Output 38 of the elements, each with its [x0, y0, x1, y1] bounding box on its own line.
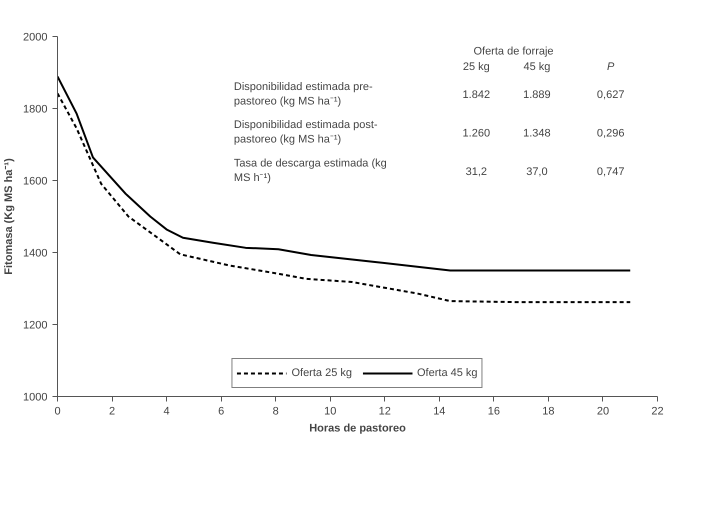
x-tick-label: 10	[324, 406, 336, 418]
x-tick-label: 14	[433, 406, 446, 418]
x-tick-label: 2	[108, 406, 116, 418]
x-axis-title: Horas de pastoreo	[309, 422, 406, 434]
x-tick-label: 6	[218, 406, 224, 418]
annotation: Oferta de forraje	[473, 46, 554, 58]
annotation: 0,627	[596, 89, 624, 102]
annotation: 1.842	[462, 89, 490, 102]
annotation: 1.348	[523, 127, 551, 140]
annotation: 1.889	[523, 89, 551, 102]
annotation: 0,747	[596, 166, 624, 178]
annotation: 45 kg	[523, 61, 550, 74]
x-tick-label: 22	[651, 406, 664, 418]
y-tick-label: 2000	[23, 32, 48, 44]
y-tick-label: 1200	[23, 320, 48, 332]
legend-label: Oferta 25 kg	[291, 367, 352, 379]
y-tick-label: 1400	[23, 248, 48, 260]
annotation: Disponibilidad estimada post- pastoreo (kg MS ha⁻¹)	[234, 119, 378, 146]
annotation: 31,2	[466, 166, 488, 178]
x-tick-label: 12	[378, 406, 391, 418]
annotation: 0,296	[596, 127, 624, 140]
annotation: 25 kg	[462, 61, 490, 74]
legend-label: Oferta 45 kg	[417, 367, 478, 379]
x-tick-label: 8	[272, 406, 279, 418]
x-tick-label: 18	[542, 406, 555, 418]
y-tick-label: 1600	[23, 176, 48, 188]
x-tick-label: 4	[164, 406, 170, 418]
annotation: Tasa de descarga estimada (kg MS h⁻¹)	[234, 158, 387, 184]
x-tick-label: 0	[54, 406, 61, 418]
x-tick-label: 20	[596, 406, 610, 418]
x-tick-label: 16	[488, 406, 500, 418]
y-tick-label: 1000	[23, 392, 48, 404]
y-axis-title: Fitomasa (Kg MS ha⁻¹)	[3, 158, 16, 275]
annotation: 1.260	[462, 127, 490, 140]
annotation: P	[607, 61, 616, 74]
annotation: 37,0	[526, 166, 548, 178]
annotation: Disponibilidad estimada pre- pastoreo (kg MS ha⁻¹)	[234, 80, 374, 108]
y-tick-label: 1800	[23, 104, 48, 116]
